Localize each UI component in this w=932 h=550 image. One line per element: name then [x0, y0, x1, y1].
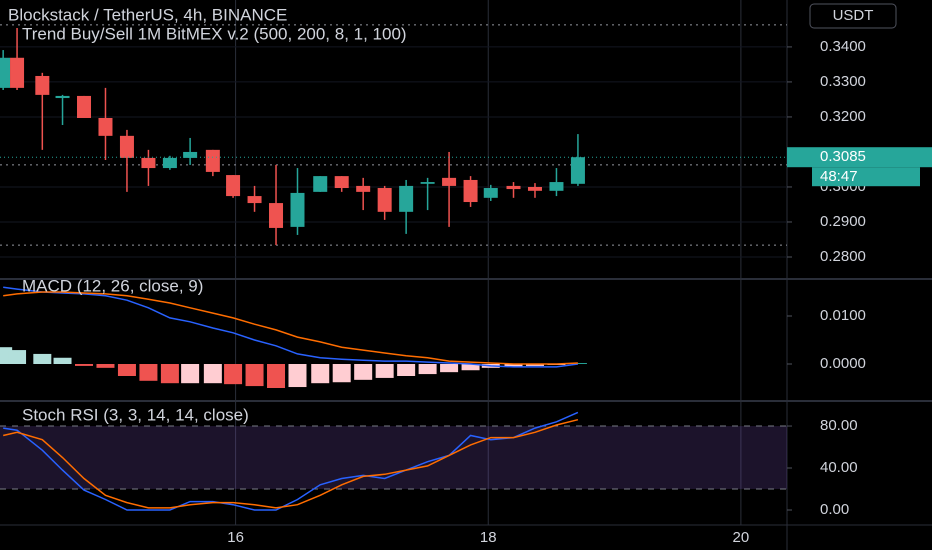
- histogram-bar: [375, 364, 394, 378]
- candle-body: [442, 177, 457, 186]
- y-tick-label: 0.0000: [820, 355, 866, 372]
- y-tick-label: 0.2900: [820, 213, 866, 230]
- y-tick-label: 0.3200: [820, 108, 866, 125]
- macd-title: MACD (12, 26, close, 9): [22, 276, 203, 295]
- candle-body: [377, 188, 392, 212]
- y-tick-label: 0.3400: [820, 38, 866, 55]
- histogram-bar: [203, 364, 222, 384]
- candle-body: [527, 186, 542, 191]
- histogram-bar: [224, 364, 243, 385]
- histogram-bar: [181, 364, 200, 384]
- histogram-bar: [568, 363, 587, 364]
- candle-body: [247, 196, 262, 204]
- currency-button[interactable]: [809, 3, 897, 29]
- histogram-bar: [117, 364, 136, 376]
- price-label-box: [787, 147, 932, 168]
- histogram-bar: [397, 364, 416, 376]
- histogram-bar: [525, 364, 544, 366]
- candle-body: [119, 135, 134, 158]
- y-tick-label: 0.00: [820, 501, 849, 518]
- countdown: 48:47: [820, 168, 858, 185]
- candle-body: [205, 149, 220, 172]
- candle-body: [98, 117, 113, 136]
- histogram-bar: [160, 364, 179, 384]
- candle-body: [269, 203, 284, 228]
- currency-label[interactable]: USDT: [833, 7, 874, 24]
- x-tick-label: 20: [733, 529, 750, 546]
- candle-body: [162, 157, 177, 169]
- candle-body: [399, 185, 414, 212]
- candle-body: [0, 57, 11, 88]
- candle-body: [549, 182, 564, 191]
- histogram-bar: [96, 364, 115, 368]
- x-tick-label: 18: [480, 529, 497, 546]
- countdown-box: [812, 167, 920, 187]
- indicator-title: Trend Buy/Sell 1M BitMEX v.2 (500, 200, …: [22, 24, 407, 43]
- chart-title: Blockstack / TetherUS, 4h, BINANCE: [8, 5, 287, 24]
- indicator-line: [3, 286, 579, 368]
- stoch-title: Stoch RSI (3, 3, 14, 14, close): [22, 405, 249, 424]
- histogram-bar: [461, 364, 480, 371]
- candle-body: [463, 179, 478, 203]
- indicator-line: [3, 418, 579, 509]
- histogram-bar: [267, 364, 286, 388]
- histogram-bar: [332, 364, 351, 383]
- candle-body: [10, 57, 25, 88]
- candle-body: [183, 151, 198, 158]
- histogram-bar: [8, 350, 27, 364]
- indicator-line: [3, 291, 578, 365]
- candle-body: [483, 188, 498, 198]
- histogram-bar: [418, 364, 437, 375]
- candle-body: [226, 175, 241, 197]
- histogram-bar: [288, 364, 307, 388]
- candle-body: [570, 157, 585, 184]
- candle-body: [55, 95, 70, 99]
- x-tick-label: 16: [227, 529, 244, 546]
- candle-body: [141, 157, 156, 169]
- candle-body: [313, 176, 328, 192]
- histogram-bar: [75, 364, 94, 366]
- histogram-bar: [504, 364, 523, 367]
- y-tick-label: 0.3300: [820, 73, 866, 90]
- y-tick-label: 0.0100: [820, 307, 866, 324]
- histogram-bar: [139, 364, 158, 381]
- candle-body: [35, 75, 50, 95]
- y-tick-label: 0.2800: [820, 248, 866, 265]
- histogram-bar: [311, 364, 330, 384]
- candle-body: [290, 192, 305, 227]
- histogram-bar: [245, 364, 264, 387]
- stoch-band: [0, 426, 787, 490]
- candle-body: [506, 185, 521, 190]
- candle-body: [420, 182, 435, 184]
- histogram-bar: [354, 364, 373, 380]
- candle-body: [356, 185, 371, 192]
- histogram-bar: [33, 353, 52, 364]
- indicator-line: [3, 411, 579, 511]
- y-tick-label: 40.00: [820, 459, 858, 476]
- candle-body: [77, 95, 92, 118]
- histogram-bar: [440, 364, 459, 373]
- candle-body: [334, 176, 349, 189]
- y-tick-label: 80.00: [820, 417, 858, 434]
- histogram-bar: [53, 357, 72, 364]
- price-label: 0.3085: [820, 148, 866, 165]
